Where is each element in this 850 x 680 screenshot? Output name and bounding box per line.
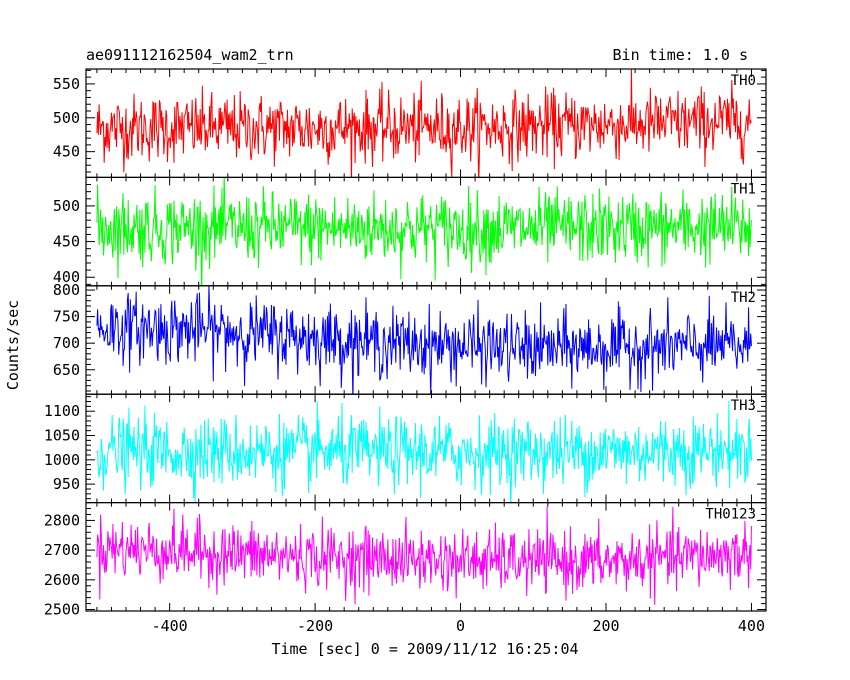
- y-tick-label: 950: [53, 475, 80, 493]
- panel-label: TH0123: [705, 507, 756, 523]
- panel-label: TH0: [731, 73, 756, 89]
- y-axis-label: Counts/sec: [4, 300, 22, 390]
- y-tick-label: 2700: [44, 541, 80, 559]
- y-tick-label: 1100: [44, 402, 80, 420]
- panel-label: TH2: [731, 290, 756, 306]
- y-tick-label: 2800: [44, 511, 80, 529]
- x-tick-label: 0: [456, 617, 465, 635]
- x-tick-label: 200: [592, 617, 619, 635]
- x-tick-label: -400: [152, 617, 188, 635]
- panel-th3: 950 1000 1050 1100 TH3: [44, 393, 767, 504]
- y-tick-label: 2500: [44, 601, 80, 619]
- panels: 450 500 550 TH0 400 450 500 TH1 650 700 750 800 TH2 9…: [44, 68, 767, 619]
- series-line-th2: [96, 285, 752, 395]
- y-tick-label: 450: [53, 143, 80, 161]
- y-tick-label: 400: [53, 268, 80, 286]
- panel-label: TH1: [731, 181, 756, 197]
- panel-th1: 400 450 500 TH1: [53, 176, 767, 287]
- chart-subtitle: Bin time: 1.0 s: [613, 46, 748, 64]
- panel-frame: [85, 502, 767, 612]
- y-tick-label: 500: [53, 197, 80, 215]
- series-line-th0: [96, 69, 752, 178]
- series-line-th1: [96, 177, 752, 286]
- chart-title: ae091112162504_wam2_trn: [86, 46, 294, 64]
- x-tick-label: 400: [738, 617, 765, 635]
- x-axis-label: Time [sec] 0 = 2009/11/12 16:25:04: [271, 640, 578, 658]
- y-tick-label: 550: [53, 75, 80, 93]
- series-line-th0123: [96, 506, 752, 605]
- panel-th2: 650 700 750 800 TH2: [53, 281, 767, 395]
- y-tick-label: 1000: [44, 451, 80, 469]
- x-tick-labels: -400 -200 0 200 400: [152, 617, 765, 635]
- panel-label: TH3: [731, 398, 756, 414]
- y-tick-label: 450: [53, 233, 80, 251]
- panel-th0123: 2500 2600 2700 2800 TH0123: [44, 502, 767, 619]
- series-line-th3: [96, 400, 752, 503]
- y-tick-label: 750: [53, 308, 80, 326]
- y-tick-label: 650: [53, 361, 80, 379]
- y-tick-label: 1050: [44, 427, 80, 445]
- x-tick-label: -200: [297, 617, 333, 635]
- y-tick-label: 2600: [44, 571, 80, 589]
- panel-th0: 450 500 550 TH0: [53, 68, 767, 179]
- y-tick-label: 700: [53, 334, 80, 352]
- y-tick-label: 800: [53, 281, 80, 299]
- y-tick-label: 500: [53, 109, 80, 127]
